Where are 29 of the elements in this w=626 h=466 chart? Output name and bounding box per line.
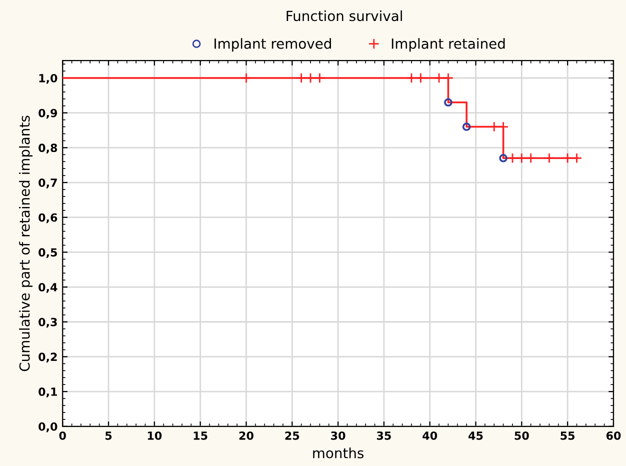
legend-label: Implant retained xyxy=(392,38,505,52)
y-tick-label: 1,0 xyxy=(39,74,58,84)
x-tick-label: 60 xyxy=(606,431,621,440)
x-tick-label: 55 xyxy=(560,432,575,440)
y-tick-label: 0,2 xyxy=(38,352,57,363)
y-tick-label: 0,7 xyxy=(38,178,57,188)
y-tick-label: 0,0 xyxy=(38,422,58,432)
x-tick-label: 5 xyxy=(106,432,112,440)
legend-label: Implant removed xyxy=(214,38,331,52)
y-axis-title: Cumulative part of retained implants xyxy=(19,116,32,372)
y-tick-label: 0,4 xyxy=(38,283,58,293)
x-tick-label: 35 xyxy=(376,431,391,440)
x-tick-label: 0 xyxy=(59,431,66,440)
y-tick-label: 0,6 xyxy=(38,213,58,224)
x-tick-label: 40 xyxy=(422,431,438,440)
y-tick-label: 0,8 xyxy=(38,144,58,154)
x-tick-label: 15 xyxy=(194,432,208,440)
x-tick-label: 45 xyxy=(468,432,483,440)
y-tick-label: 0,1 xyxy=(38,388,57,398)
x-tick-label: 50 xyxy=(514,431,529,440)
y-tick-label: 0,9 xyxy=(38,108,58,119)
y-tick-label: 0,3 xyxy=(38,318,57,328)
x-tick-label: 25 xyxy=(285,431,300,440)
x-tick-label: 10 xyxy=(148,431,162,440)
y-tick-label: 0,5 xyxy=(38,248,57,258)
x-axis-title: months xyxy=(313,448,364,458)
x-tick-label: 20 xyxy=(239,431,254,440)
chart-title: Function survival xyxy=(286,10,402,22)
x-tick-label: 30 xyxy=(331,431,346,440)
